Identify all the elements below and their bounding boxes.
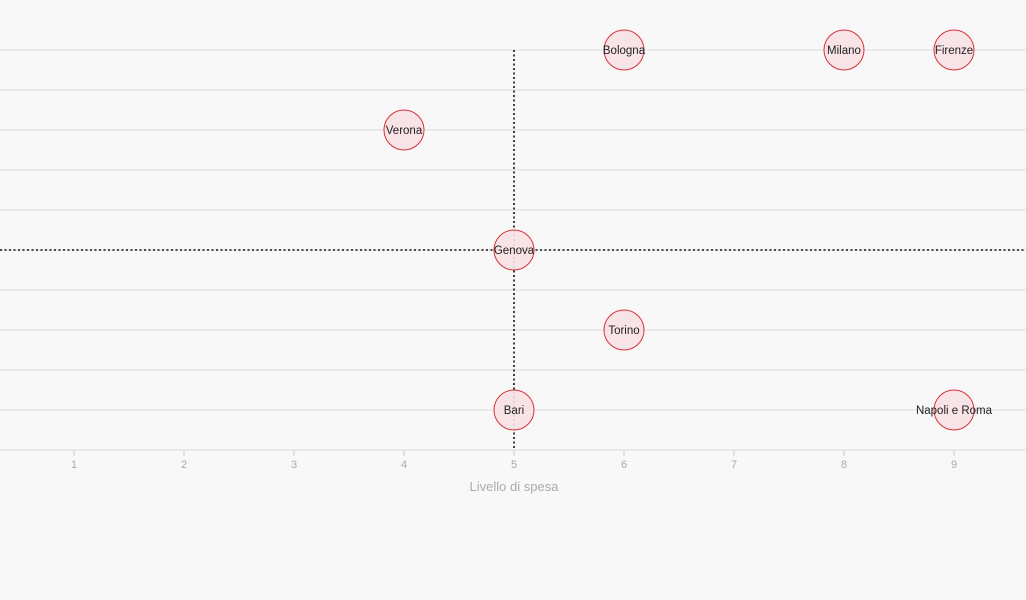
point-label: Milano <box>827 45 861 57</box>
x-tick-label: 8 <box>841 459 847 471</box>
bubble[interactable] <box>603 309 645 351</box>
data-point[interactable]: Genova <box>493 229 535 271</box>
x-tick-label: 7 <box>731 459 737 471</box>
x-axis-title: Livello di spesa <box>470 479 560 494</box>
bubble[interactable] <box>933 29 975 71</box>
point-label: Napoli e Roma <box>916 405 993 417</box>
data-point[interactable]: Napoli e Roma <box>916 389 993 431</box>
point-label: Bologna <box>603 45 646 57</box>
bubble[interactable] <box>933 389 975 431</box>
point-label: Verona <box>386 125 423 137</box>
point-label: Firenze <box>935 45 973 57</box>
data-point[interactable]: Firenze <box>933 29 975 71</box>
bubble[interactable] <box>603 29 645 71</box>
data-points: Bologna Milano Firenze Verona Genova Torino Ba… <box>383 29 993 431</box>
x-tick-label: 5 <box>511 459 517 471</box>
x-tick-label: 3 <box>291 459 297 471</box>
point-label: Torino <box>608 325 639 337</box>
x-tick-label: 9 <box>951 459 957 471</box>
bubble[interactable] <box>493 229 535 271</box>
x-tick-label: 6 <box>621 459 627 471</box>
data-point[interactable]: Torino <box>603 309 645 351</box>
x-axis: 1 2 3 4 5 6 7 8 9 <box>71 450 957 471</box>
bubble[interactable] <box>493 389 535 431</box>
point-label: Bari <box>504 405 524 417</box>
bubble[interactable] <box>823 29 865 71</box>
x-tick-label: 4 <box>401 459 407 471</box>
data-point[interactable]: Bologna <box>603 29 646 71</box>
point-label: Genova <box>494 245 535 257</box>
x-tick-label: 2 <box>181 459 187 471</box>
data-point[interactable]: Bari <box>493 389 535 431</box>
bubble[interactable] <box>383 109 425 151</box>
x-tick-label: 1 <box>71 459 77 471</box>
data-point[interactable]: Verona <box>383 109 425 151</box>
data-point[interactable]: Milano <box>823 29 865 71</box>
